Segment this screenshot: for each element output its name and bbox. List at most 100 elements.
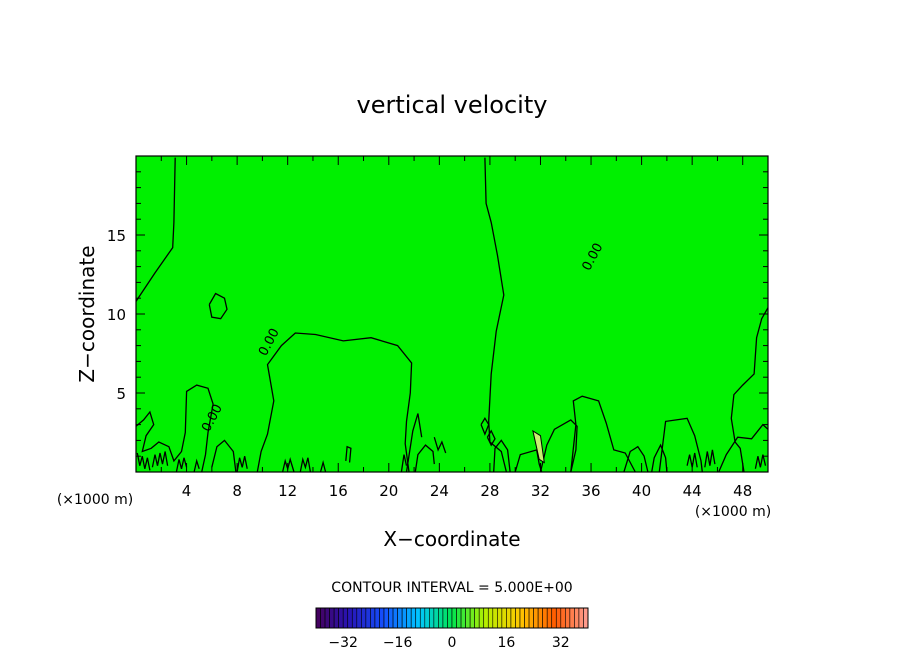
colorbar-swatch — [551, 607, 557, 629]
colorbar-swatch — [424, 607, 430, 629]
colorbar-swatch — [574, 607, 580, 629]
colorbar-swatch — [379, 607, 385, 629]
contour-line — [175, 457, 188, 473]
field-background — [136, 156, 768, 472]
colorbar-swatch — [406, 607, 412, 629]
colorbar-swatch — [469, 607, 475, 629]
contour-line — [345, 445, 352, 463]
colorbar-swatch — [451, 607, 457, 629]
colorbar-swatch — [324, 607, 330, 629]
colorbar-tick-label: −32 — [328, 635, 358, 651]
contour-line — [405, 413, 423, 473]
colorbar-swatch — [510, 607, 516, 629]
contour-line — [400, 454, 408, 473]
colorbar-tick-label: 0 — [448, 635, 457, 651]
contour-lines — [135, 157, 769, 473]
colorbar-swatch — [356, 607, 362, 629]
colorbar-swatch — [546, 607, 553, 629]
contour-line — [480, 417, 490, 436]
x-tick-label: 36 — [581, 482, 600, 500]
contour-line — [299, 456, 312, 473]
colorbar-swatch — [483, 607, 489, 629]
contour-line — [193, 458, 200, 473]
contour-interval-label: CONTOUR INTERVAL = 5.000E+00 — [331, 580, 572, 596]
colorbar-swatch — [515, 607, 521, 629]
contour-line — [486, 429, 496, 447]
x-tick-label: 20 — [379, 482, 398, 500]
colorbar-swatch — [537, 607, 543, 629]
contour-line — [414, 444, 435, 473]
colorbar-swatch — [555, 607, 562, 629]
x-tick-label: 16 — [329, 482, 348, 500]
colorbar-swatch — [415, 607, 421, 629]
contour-line — [319, 459, 327, 473]
contour-line — [532, 429, 545, 464]
colorbar-swatch — [501, 607, 507, 629]
colorbar-swatch — [569, 607, 575, 629]
plot-area: 0.000.000.00 — [135, 155, 769, 473]
colorbar-swatch — [351, 607, 358, 629]
x-axis-title: X−coordinate — [383, 527, 520, 551]
colorbar-swatch — [433, 607, 439, 629]
y-tick-label: 5 — [116, 385, 126, 403]
contour-line — [135, 384, 214, 473]
colorbar-swatch — [542, 607, 548, 629]
colorbar-frame — [315, 607, 589, 629]
colorbar-swatch — [487, 607, 494, 629]
x-tick-label: 32 — [531, 482, 550, 500]
x-tick-label: 48 — [733, 482, 752, 500]
colorbar-swatch — [519, 607, 525, 629]
colorbar-swatch — [374, 607, 380, 629]
colorbar-swatch — [329, 607, 335, 629]
colorbar-swatch — [410, 607, 417, 629]
colorbar-swatch — [438, 607, 444, 629]
y-unit-label: (×1000 m) — [57, 492, 133, 508]
y-tick-label: 15 — [107, 227, 126, 245]
y-axis-title: Z−coordinate — [75, 245, 99, 382]
x-unit-label: (×1000 m) — [695, 504, 771, 520]
y-axis-ticks: 5 10 15 — [107, 171, 768, 457]
x-tick-label: 40 — [632, 482, 651, 500]
colorbar-swatch — [478, 607, 485, 629]
chart-title: vertical velocity — [357, 91, 548, 119]
x-tick-label: 8 — [232, 482, 242, 500]
colorbar-swatch — [342, 607, 349, 629]
contour-line — [718, 423, 769, 473]
colorbar-swatch — [397, 607, 403, 629]
colorbar-swatch — [320, 607, 326, 629]
colorbar-swatch — [383, 607, 389, 629]
colorbar-swatch — [456, 607, 462, 629]
colorbar-swatch — [578, 607, 584, 629]
colorbar-swatch — [565, 607, 571, 629]
colorbar-ticks: −32 −16 0 16 32 — [328, 635, 569, 651]
x-tick-label: 12 — [278, 482, 297, 500]
x-tick-label: 24 — [430, 482, 449, 500]
contour-line — [211, 439, 237, 473]
colorbar-swatch — [361, 607, 367, 629]
colorbar-swatch — [429, 607, 435, 629]
colorbar-swatch — [401, 607, 407, 629]
contour-line — [539, 419, 578, 473]
colorbar-swatch — [419, 607, 426, 629]
contour-line — [570, 395, 636, 473]
colorbar-swatch — [583, 607, 589, 629]
colorbar-swatch — [442, 607, 448, 629]
contour-line — [256, 332, 413, 473]
colorbar-tick-label: 16 — [497, 635, 515, 651]
colorbar-swatch — [497, 607, 503, 629]
x-tick-label: 28 — [480, 482, 499, 500]
colorbar-tick-label: 32 — [552, 635, 570, 651]
contour-line — [236, 456, 248, 473]
colorbar-swatch — [560, 607, 566, 629]
colorbar-swatch — [392, 607, 398, 629]
contour-line — [208, 292, 228, 320]
colorbar-swatch — [506, 607, 512, 629]
x-tick-label: 44 — [683, 482, 702, 500]
colorbar-swatch — [465, 607, 471, 629]
colorbar-swatch — [524, 607, 530, 629]
colorbar-swatch — [447, 607, 453, 629]
colorbar-swatch — [347, 607, 353, 629]
colorbar-swatch — [333, 607, 339, 629]
colorbar-swatch — [528, 607, 534, 629]
